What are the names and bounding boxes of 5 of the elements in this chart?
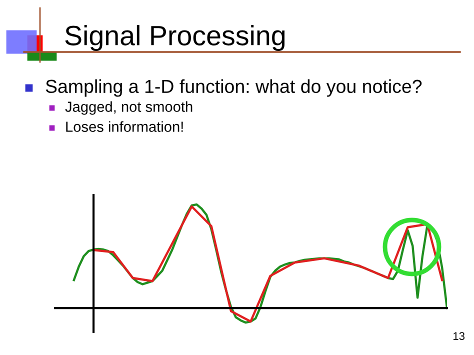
text: 13: [453, 332, 465, 340]
text: Loses information!: [66, 121, 183, 132]
chart-title: Signal Processing: [65, 25, 285, 51]
text: Sampling a 1-D function: what do you notice?: [46, 79, 422, 97]
text: Jagged, not smooth: [65, 101, 192, 115]
